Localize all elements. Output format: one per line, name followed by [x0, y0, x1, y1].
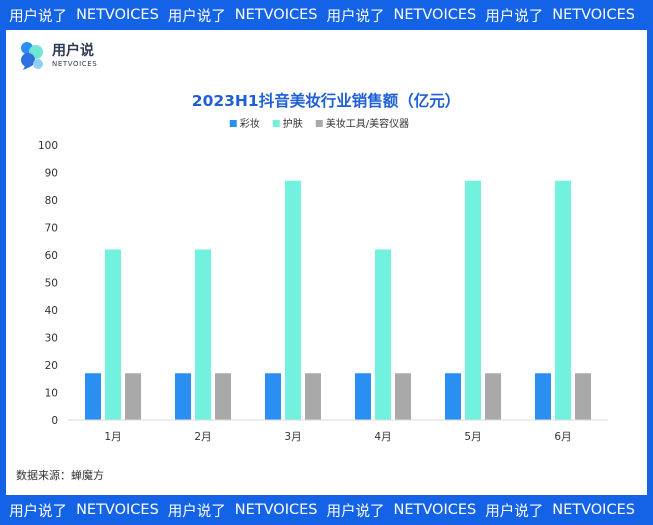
x-tick-label: 1月: [104, 431, 121, 443]
y-tick-label: 40: [45, 305, 58, 317]
legend-label: 美妆工具/美容仪器: [326, 117, 409, 130]
bar: [445, 373, 461, 420]
x-axis: 1月 2月 3月 4月 5月 6月: [68, 419, 608, 443]
banner-segment: NETVOICES: [234, 7, 318, 23]
bar: [395, 373, 411, 420]
banner-segment: NETVOICES: [393, 502, 477, 518]
data-source-note: 数据来源：蝉魔方: [16, 469, 104, 482]
bar: [175, 373, 191, 420]
top-watermark-banner: 用户说了 NETVOICES 用户说了 NETVOICES 用户说了 NETVO…: [0, 0, 653, 30]
banner-segment: 用户说了: [167, 8, 226, 25]
banner-segment: 用户说了: [167, 503, 226, 520]
banner-segment: 用户说了: [485, 503, 544, 520]
bar-series-group: [85, 180, 591, 420]
bottom-watermark-banner: 用户说了 NETVOICES 用户说了 NETVOICES 用户说了 NETVO…: [0, 495, 653, 525]
banner-segment: 用户说了: [9, 8, 68, 25]
y-tick-label: 80: [45, 195, 58, 207]
bar: [195, 249, 211, 420]
y-tick-label: 30: [45, 333, 58, 345]
speech-bubble-logo-icon: [21, 42, 43, 70]
x-tick-label: 4月: [374, 431, 391, 443]
banner-segment: 用户说了: [326, 8, 385, 25]
chart-card: 用户说 NETVOICES 2023H1抖音美妆行业销售额（亿元） 彩妆 护肤 美妆…: [6, 30, 647, 495]
banner-segment: NETVOICES: [552, 502, 635, 518]
bar: [355, 373, 371, 420]
y-tick-label: 20: [45, 360, 58, 372]
banner-segment: NETVOICES: [76, 7, 159, 23]
y-tick-label: 60: [45, 250, 58, 262]
banner-segment: NETVOICES: [393, 7, 477, 23]
legend-swatch: [272, 120, 280, 127]
bar: [465, 180, 481, 420]
legend-swatch: [315, 120, 323, 127]
y-tick-label: 100: [38, 140, 58, 152]
bar: [305, 373, 321, 420]
banner-segment: 用户说了: [326, 503, 385, 520]
banner-segment: 用户说了: [485, 8, 544, 25]
x-tick-label: 3月: [284, 431, 301, 443]
y-tick-label: 90: [45, 168, 58, 180]
bar: [105, 249, 121, 420]
banner-segment: NETVOICES: [76, 502, 159, 518]
y-tick-label: 10: [45, 388, 58, 400]
legend-label: 彩妆: [240, 117, 260, 130]
banner-segment: 用户说了: [9, 503, 68, 520]
bar: [215, 373, 231, 420]
chart-legend: 彩妆 护肤 美妆工具/美容仪器: [229, 117, 409, 130]
bar: [485, 373, 501, 420]
legend-label: 护肤: [283, 117, 303, 130]
brand-logo: 用户说 NETVOICES: [18, 40, 97, 72]
logo-title: 用户说: [52, 43, 94, 59]
bar: [575, 373, 591, 420]
y-tick-label: 50: [45, 278, 58, 290]
banner-segment: NETVOICES: [234, 502, 318, 518]
bar: [285, 180, 301, 420]
chart-title: 2023H1抖音美妆行业销售额（亿元）: [192, 91, 460, 110]
x-tick-label: 5月: [464, 431, 481, 443]
bar: [375, 249, 391, 420]
x-tick-label: 2月: [194, 431, 211, 443]
bar: [535, 373, 551, 420]
bar: [555, 180, 571, 420]
bar: [125, 373, 141, 420]
bar: [85, 373, 101, 420]
y-tick-label: 70: [45, 223, 58, 235]
bar: [265, 373, 281, 420]
bar-chart: 2023H1抖音美妆行业销售额（亿元） 彩妆 护肤 美妆工具/美容仪器 0 10 20 3…: [38, 91, 608, 443]
logo-subtitle: NETVOICES: [52, 60, 98, 68]
y-tick-label: 0: [51, 415, 58, 427]
y-axis: 0 10 20 30 40 50 60 70 80 90 100: [38, 140, 58, 427]
x-tick-label: 6月: [554, 431, 571, 443]
banner-segment: NETVOICES: [552, 7, 635, 23]
legend-swatch: [229, 120, 237, 127]
